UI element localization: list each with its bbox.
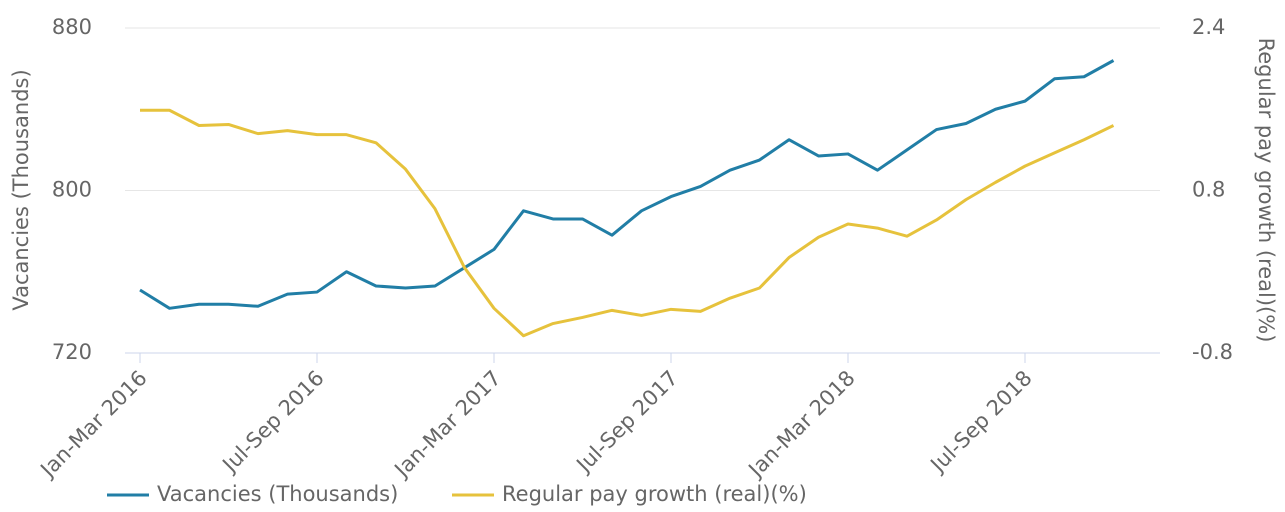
y2-axis-title: Regular pay growth (real)(%) — [1254, 38, 1278, 343]
legend-label: Vacancies (Thousands) — [157, 482, 398, 506]
series-line — [140, 108, 1115, 338]
y-tick-label: 800 — [52, 178, 92, 202]
y2-tick-label: -0.8 — [1192, 340, 1233, 364]
y2-tick-label: 2.4 — [1192, 15, 1225, 39]
y-axis-title: Vacancies (Thousands) — [9, 69, 33, 310]
x-tick-label: Jul-Sep 2018 — [925, 366, 1037, 478]
x-tick-label: Jul-Sep 2016 — [217, 366, 329, 478]
x-tick-label: Jan-Mar 2016 — [35, 366, 152, 483]
x-tick-label: Jul-Sep 2017 — [571, 366, 683, 478]
legend-label: Regular pay growth (real)(%) — [502, 482, 807, 506]
series-line — [139, 59, 1115, 310]
x-tick-label: Jan-Mar 2018 — [743, 366, 860, 483]
y2-tick-label: 0.8 — [1192, 178, 1225, 202]
y-tick-label: 880 — [52, 15, 92, 39]
x-tick-label: Jan-Mar 2017 — [389, 366, 506, 483]
y-tick-label: 720 — [52, 340, 92, 364]
